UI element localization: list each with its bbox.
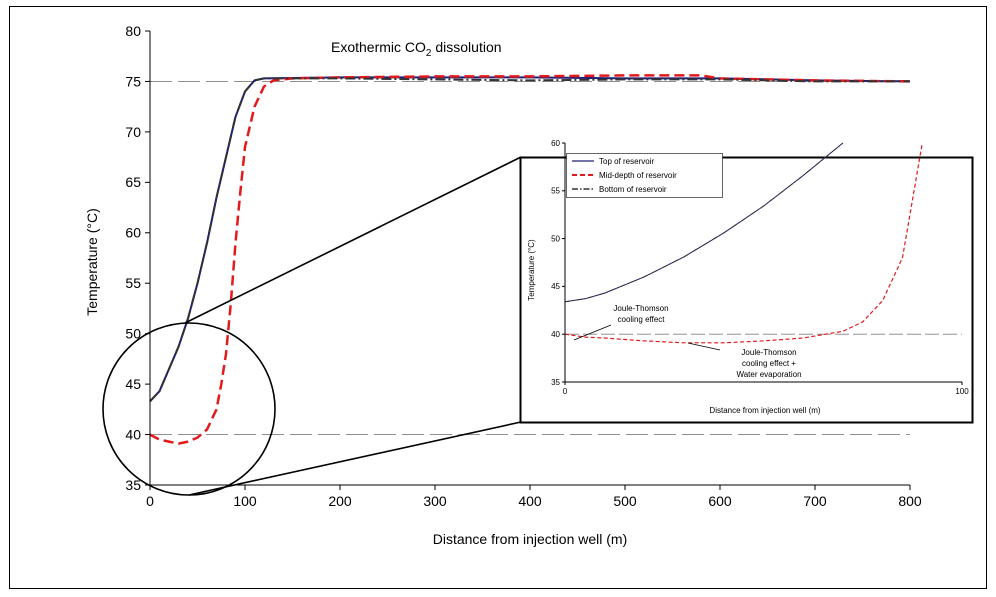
annotation-jt-line2: cooling effect <box>618 315 666 324</box>
y-tick-label: 65 <box>125 174 141 190</box>
x-tick-label: 600 <box>708 493 732 509</box>
main-y-axis-label: Temperature (°C) <box>84 208 100 316</box>
annotation-jt-evaporation: Joule-Thomson cooling effect + Water eva… <box>687 342 802 379</box>
series-line-dashed <box>149 74 911 445</box>
main-chart-title: Exothermic CO2 dissolution <box>331 39 502 59</box>
y-tick-label: 40 <box>125 426 141 442</box>
y-tick-label: 45 <box>125 376 141 392</box>
x-tick-label: 300 <box>423 493 447 509</box>
main-series-group <box>149 74 911 445</box>
inset-axes: 0 100 35 40 45 50 55 60 <box>551 139 969 396</box>
inset-y-axis-label: Temperature (°C) <box>527 239 536 301</box>
y-tick-label: 35 <box>125 477 141 493</box>
annotation-evap-arrow <box>687 342 721 351</box>
x-tick-label: 700 <box>803 493 827 509</box>
y-tick-label: 40 <box>551 330 560 339</box>
x-tick-label: 200 <box>328 493 352 509</box>
legend-label-top: Top of reservoir <box>599 157 654 166</box>
x-tick-label: 800 <box>898 493 922 509</box>
legend-label-bottom: Bottom of reservoir <box>599 185 667 194</box>
annotation-evap-line3: Water evaporation <box>736 370 801 379</box>
y-tick-label: 50 <box>125 326 141 342</box>
annotation-evap-line1: Joule-Thomson <box>741 348 796 357</box>
x-tick-label: 100 <box>955 387 969 396</box>
y-tick-label: 35 <box>551 378 560 387</box>
zoom-connector-bottom <box>188 421 522 496</box>
x-tick-label: 100 <box>233 493 257 509</box>
zoom-connector-top <box>184 156 522 324</box>
main-x-axis-label: Distance from injection well (m) <box>433 531 628 547</box>
y-tick-label: 80 <box>125 23 141 39</box>
main-chart-title-subscript: 2 <box>426 48 432 59</box>
y-tick-label: 60 <box>551 139 560 148</box>
y-tick-label: 55 <box>125 275 141 291</box>
inset-x-axis-label: Distance from injection well (m) <box>709 406 820 415</box>
series-line-dashdot <box>564 142 844 303</box>
main-axes: 0 100 200 300 400 500 600 700 800354045505560657… <box>125 23 921 509</box>
y-tick-label: 50 <box>551 234 560 243</box>
x-tick-label: 0 <box>563 387 568 396</box>
y-tick-label: 60 <box>125 225 141 241</box>
series-line-dashdot <box>149 77 910 402</box>
annotation-evap-line2: cooling effect + <box>742 359 796 368</box>
legend-label-mid: Mid-depth of reservoir <box>599 171 677 180</box>
annotation-jt-line1: Joule-Thomson <box>613 304 668 313</box>
annotation-jt-cooling: Joule-Thomson cooling effect <box>573 304 669 341</box>
y-tick-label: 55 <box>551 187 560 196</box>
x-tick-label: 500 <box>613 493 637 509</box>
annotation-jt-arrow <box>573 324 612 341</box>
x-tick-label: 0 <box>146 493 154 509</box>
y-tick-label: 75 <box>125 73 141 89</box>
inset-panel <box>519 156 974 424</box>
inset-legend: Top of reservoir Mid-depth of reservoir … <box>566 153 723 198</box>
inset-series-group <box>564 142 923 344</box>
y-tick-label: 70 <box>125 124 141 140</box>
series-line-dashed <box>564 142 923 344</box>
x-tick-label: 400 <box>518 493 542 509</box>
y-tick-label: 45 <box>551 282 560 291</box>
